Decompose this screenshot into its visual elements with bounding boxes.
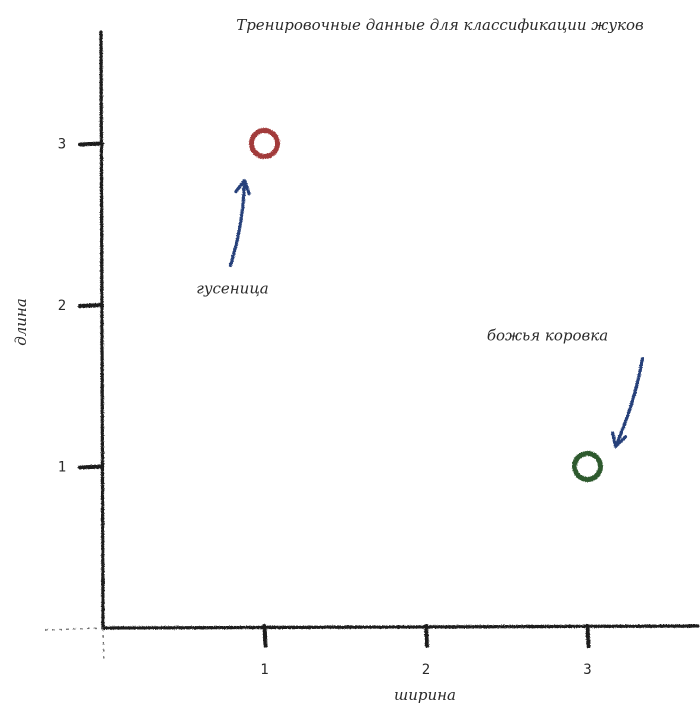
data-points [249, 128, 603, 482]
y-tick-label-3: 3 [58, 137, 66, 153]
arrowhead-1 [234, 178, 251, 196]
y-tick-label-1: 1 [58, 460, 66, 476]
point-label-2: божья коровка [487, 327, 608, 345]
x-tick-1 [262, 624, 268, 648]
arrow-2 [613, 356, 645, 449]
ticks [78, 141, 591, 648]
axes [44, 30, 700, 663]
y-tick-1 [78, 464, 104, 470]
annotations: гусеница божья коровка [196, 280, 608, 345]
chart-title: Тренировочные данные для классификации ж… [236, 16, 644, 34]
y-axis-label: длина [12, 298, 30, 346]
y-tick-label-2: 2 [58, 298, 66, 314]
y-axis-line [99, 30, 105, 630]
x-tick-label-1: 1 [260, 662, 268, 678]
x-tick-3 [585, 624, 591, 648]
arrow-1 [228, 178, 247, 268]
point-label-1: гусеница [196, 280, 269, 298]
x-axis-tail [44, 627, 104, 631]
y-axis-tail [102, 627, 105, 663]
y-tick-3 [78, 141, 104, 147]
x-tick-label-3: 3 [583, 662, 591, 678]
point-2 [572, 451, 603, 482]
arrowhead-2 [611, 431, 628, 449]
x-axis-line [101, 624, 700, 630]
annotation-arrows [228, 178, 645, 449]
point-1 [249, 128, 280, 159]
x-tick-2 [424, 624, 429, 648]
y-tick-2 [78, 303, 104, 308]
tick-labels: 1 2 3 1 2 3 [58, 137, 592, 679]
x-axis-label: ширина [394, 686, 456, 704]
x-tick-label-2: 2 [422, 662, 430, 678]
